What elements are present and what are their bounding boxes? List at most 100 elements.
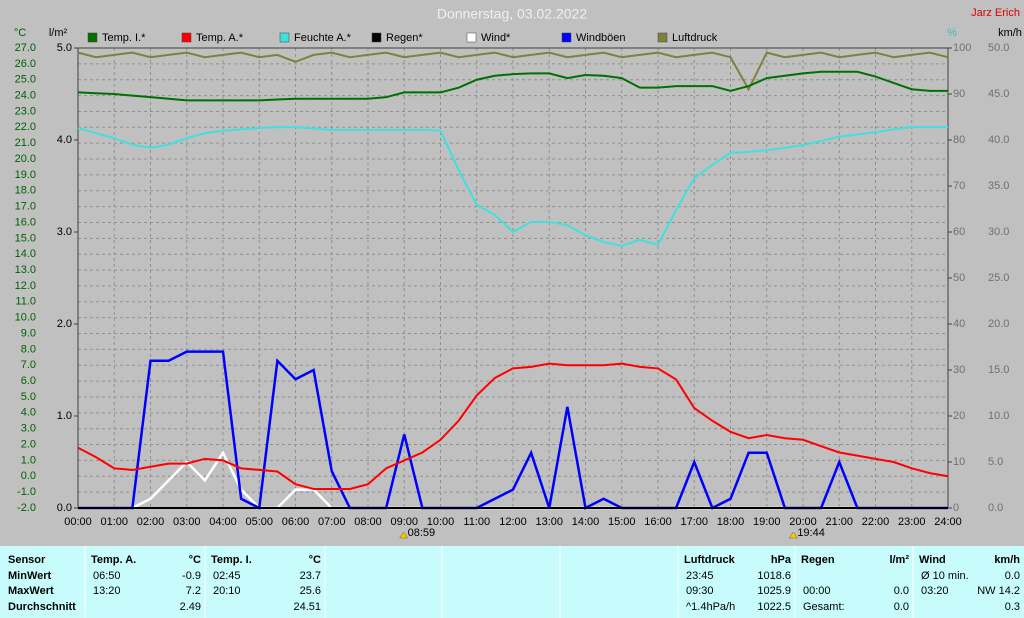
legend-swatch: [87, 32, 98, 43]
table-cell: NW 14.2: [977, 585, 1020, 597]
y-tick-label: 90: [953, 88, 965, 100]
y-tick-label: 16.0: [15, 216, 36, 228]
axis-label: °C: [14, 27, 26, 39]
table-cell: Gesamt:: [803, 601, 845, 613]
table-header: Temp. I.: [211, 554, 252, 566]
y-tick-label: 3.0: [21, 423, 36, 435]
y-tick-label: 20.0: [988, 318, 1009, 330]
table-cell: 25.6: [300, 585, 321, 597]
x-tick-label: 12:00: [499, 516, 527, 528]
table-header: Sensor: [8, 554, 46, 566]
y-tick-label: 20.0: [15, 153, 36, 165]
y-tick-label: 4.0: [57, 134, 72, 146]
table-header: Luftdruck: [684, 554, 736, 566]
y-tick-label: 22.0: [15, 121, 36, 133]
y-tick-label: 60: [953, 226, 965, 238]
table-cell: ^1.4hPa/h: [686, 601, 735, 613]
legend-label: Temp. I.*: [102, 32, 146, 44]
y-tick-label: 21.0: [15, 137, 36, 149]
axis-label: %: [947, 27, 957, 39]
author: Jarz Erich: [971, 7, 1020, 19]
table-cell: 7.2: [186, 585, 201, 597]
y-tick-label: 15.0: [988, 364, 1009, 376]
y-tick-label: 35.0: [988, 180, 1009, 192]
y-tick-label: 15.0: [15, 232, 36, 244]
x-tick-label: 10:00: [427, 516, 455, 528]
y-tick-label: 80: [953, 134, 965, 146]
y-tick-label: 40.0: [988, 134, 1009, 146]
y-tick-label: 0.0: [57, 502, 72, 514]
table-cell: 0.3: [1005, 601, 1020, 613]
table-cell: 02:45: [213, 570, 241, 582]
table-header: °C: [189, 554, 201, 566]
x-tick-label: 06:00: [282, 516, 310, 528]
y-tick-label: 5.0: [57, 42, 72, 54]
table-header: Regen: [801, 554, 835, 566]
y-tick-label: 17.0: [15, 201, 36, 213]
x-tick-label: 16:00: [644, 516, 672, 528]
y-tick-label: 0.0: [21, 470, 36, 482]
legend-label: Luftdruck: [672, 32, 718, 44]
y-tick-label: 30: [953, 364, 965, 376]
row-label: MaxWert: [8, 585, 54, 597]
y-tick-label: 5.0: [21, 391, 36, 403]
legend-label: Wind*: [481, 32, 511, 44]
x-tick-label: 09:00: [390, 516, 418, 528]
y-tick-label: 100: [953, 42, 971, 54]
annotation: 08:59: [408, 527, 436, 539]
x-tick-label: 23:00: [898, 516, 926, 528]
y-tick-label: 18.0: [15, 185, 36, 197]
y-tick-label: 27.0: [15, 42, 36, 54]
y-tick-label: 25.0: [15, 74, 36, 86]
table-header: Temp. A.: [91, 554, 136, 566]
legend-label: Feuchte A.*: [294, 32, 352, 44]
y-tick-label: 8.0: [21, 343, 36, 355]
row-label: MinWert: [8, 570, 52, 582]
y-tick-label: 45.0: [988, 88, 1009, 100]
table-cell: 0.0: [1005, 570, 1020, 582]
legend-label: Windböen: [576, 32, 626, 44]
y-tick-label: 19.0: [15, 169, 36, 181]
y-tick-label: 1.0: [21, 454, 36, 466]
x-tick-label: 18:00: [717, 516, 745, 528]
legend-label: Temp. A.*: [196, 32, 244, 44]
table-cell: 1025.9: [757, 585, 791, 597]
y-tick-label: 6.0: [21, 375, 36, 387]
annotation: 19:44: [797, 527, 825, 539]
y-tick-label: -2.0: [17, 502, 36, 514]
y-tick-label: 24.0: [15, 89, 36, 101]
series-line: [77, 70, 948, 102]
x-tick-label: 04:00: [209, 516, 237, 528]
table-cell: 2.49: [180, 601, 201, 613]
y-tick-label: 4.0: [21, 407, 36, 419]
row-label: Durchschnitt: [8, 601, 76, 613]
y-tick-label: 2.0: [57, 318, 72, 330]
sun-marker: [788, 531, 798, 539]
y-tick-label: 2.0: [21, 438, 36, 450]
table-cell: 13:20: [93, 585, 121, 597]
table-header: l/m²: [889, 554, 909, 566]
table-cell: Ø 10 min.: [921, 570, 969, 582]
x-tick-label: 01:00: [100, 516, 128, 528]
table-cell: 0.0: [894, 585, 909, 597]
y-tick-label: 25.0: [988, 272, 1009, 284]
axis-label: l/m²: [49, 27, 68, 39]
table-cell: -0.9: [182, 570, 201, 582]
y-tick-label: 7.0: [21, 359, 36, 371]
table-header: km/h: [994, 554, 1020, 566]
y-tick-label: -1.0: [17, 486, 36, 498]
y-tick-label: 10.0: [15, 312, 36, 324]
x-tick-label: 07:00: [318, 516, 346, 528]
table-header: hPa: [771, 554, 792, 566]
x-tick-label: 20:00: [789, 516, 817, 528]
y-tick-label: 0.0: [988, 502, 1003, 514]
sun-marker: [399, 531, 409, 539]
x-tick-label: 00:00: [64, 516, 92, 528]
x-tick-label: 22:00: [862, 516, 890, 528]
x-tick-label: 05:00: [245, 516, 273, 528]
table-cell: 03:20: [921, 585, 949, 597]
y-tick-label: 50.0: [988, 42, 1009, 54]
table-cell: 24.51: [293, 601, 321, 613]
y-tick-label: 23.0: [15, 105, 36, 117]
